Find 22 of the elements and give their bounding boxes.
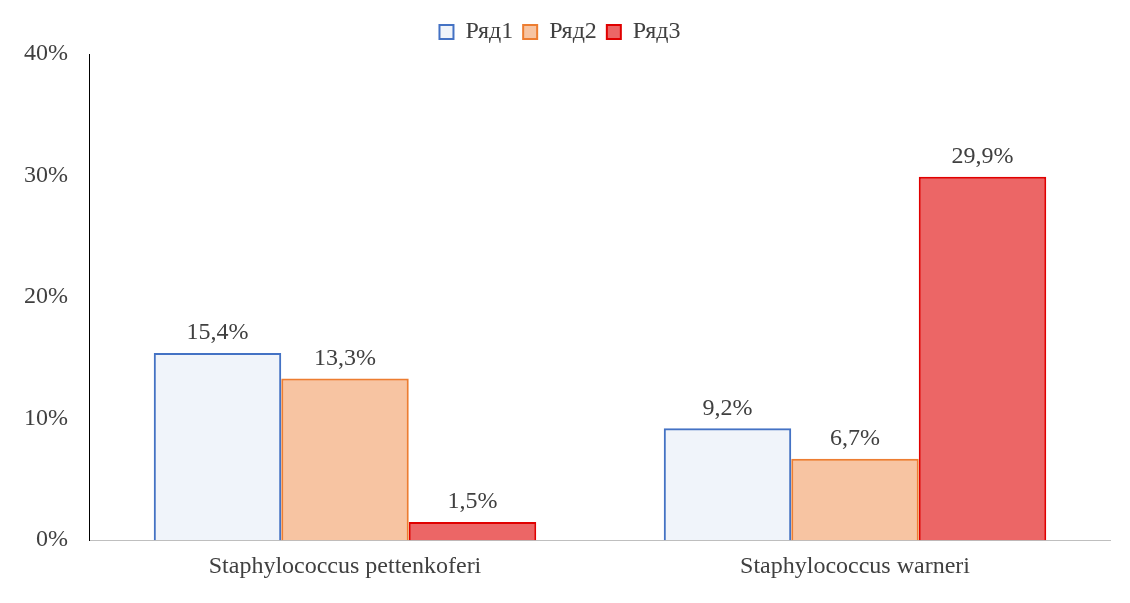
bar bbox=[918, 176, 1047, 541]
bar bbox=[153, 353, 282, 541]
data-label: 29,9% bbox=[951, 142, 1014, 169]
data-label: 9,2% bbox=[702, 393, 753, 420]
data-label: 15,4% bbox=[186, 318, 249, 345]
data-label: 6,7% bbox=[830, 424, 880, 451]
y-tick-label: 30% bbox=[23, 160, 68, 187]
legend-label: Ряд2 bbox=[549, 17, 597, 44]
bar bbox=[791, 458, 919, 541]
bar bbox=[281, 378, 409, 541]
y-tick-label: 10% bbox=[23, 403, 68, 430]
data-label: 1,5% bbox=[447, 487, 498, 514]
data-label: 13,3% bbox=[313, 343, 376, 370]
bar bbox=[663, 428, 792, 541]
legend-label: Ряд3 bbox=[632, 17, 681, 44]
y-tick-label: 0% bbox=[35, 525, 68, 552]
y-tick-label: 20% bbox=[23, 282, 68, 309]
x-tick-label: Staphylococcus pettenkoferi bbox=[208, 551, 482, 578]
legend-label: Ряд1 bbox=[465, 17, 514, 44]
x-tick-label: Staphylococcus warneri bbox=[740, 551, 971, 578]
bar bbox=[408, 521, 537, 541]
y-tick-label: 40% bbox=[23, 39, 68, 66]
